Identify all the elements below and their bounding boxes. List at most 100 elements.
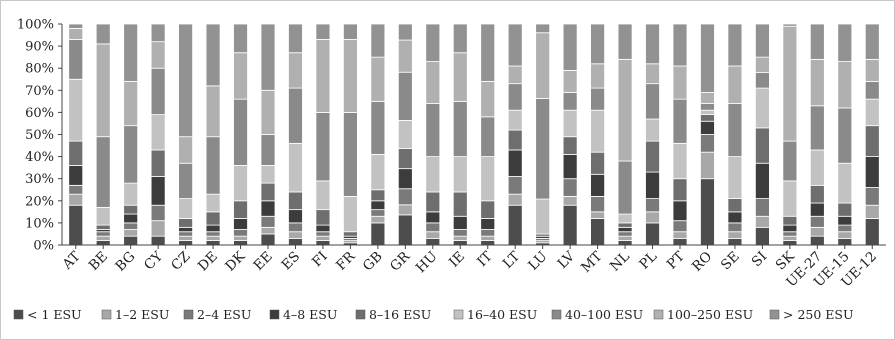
- legend-label: 100–250 ESU: [667, 307, 753, 322]
- legend-label: 8–16 ESU: [369, 307, 431, 322]
- bar-stack: [342, 23, 358, 246]
- bar-segment: [480, 218, 496, 230]
- y-tick-label: 0%: [33, 239, 54, 254]
- bar-segment: [68, 204, 84, 246]
- bar-segment: [700, 151, 715, 180]
- bar-stack: [260, 23, 276, 246]
- x-tick-label: SI: [749, 249, 771, 271]
- x-tick-label: GR: [387, 248, 414, 275]
- bar-segment: [809, 202, 825, 217]
- bar-segment: [562, 136, 578, 155]
- bar-segment: [755, 198, 770, 217]
- bar-segment: [425, 211, 441, 224]
- bar-segment: [205, 136, 221, 195]
- bar-segment: [123, 125, 139, 184]
- bar-segment: [233, 235, 248, 241]
- legend-item: > 250 ESU: [769, 307, 854, 322]
- bar-segment: [617, 231, 633, 237]
- y-tick-label: 70%: [25, 84, 54, 99]
- bar-segment: [178, 235, 194, 241]
- bar-segment: [755, 56, 770, 74]
- bar-segment: [864, 125, 880, 158]
- bar-stack: [755, 23, 770, 246]
- bar-segment: [507, 83, 523, 111]
- bar-segment: [837, 107, 853, 164]
- bar-segment: [507, 149, 523, 177]
- legend-swatch: [653, 309, 664, 320]
- bar-segment: [864, 98, 880, 127]
- bar-segment: [123, 229, 139, 237]
- legend-item: 1–2 ESU: [101, 307, 169, 322]
- bar-segment: [645, 211, 660, 224]
- bar-segment: [672, 23, 688, 67]
- bar-segment: [288, 191, 303, 211]
- bar-segment: [397, 39, 413, 73]
- bar-segment: [397, 204, 413, 216]
- bar-segment: [809, 149, 825, 186]
- bar-segment: [782, 215, 798, 226]
- bar-segment: [727, 198, 743, 213]
- bar-segment: [178, 198, 194, 219]
- bar-segment: [150, 204, 166, 222]
- x-tick-label: AT: [59, 249, 84, 274]
- bar-segment: [782, 23, 798, 27]
- bar-segment: [535, 23, 551, 34]
- x-tick-label: RO: [689, 249, 715, 275]
- bar-segment: [645, 222, 660, 246]
- bar-segment: [480, 229, 496, 237]
- bar-segment: [178, 231, 194, 237]
- bar-segment: [315, 23, 331, 40]
- bar-segment: [562, 195, 578, 206]
- bar-segment: [123, 204, 139, 215]
- bar-segment: [864, 58, 880, 82]
- bar-segment: [755, 87, 770, 129]
- bar-segment: [95, 240, 111, 246]
- bar-segment: [425, 222, 441, 233]
- legend-swatch: [183, 309, 194, 320]
- bar-segment: [700, 120, 715, 135]
- bar-segment: [864, 156, 880, 188]
- bar-segment: [178, 218, 194, 228]
- bar-segment: [260, 182, 276, 202]
- bar-segment: [370, 23, 386, 58]
- bar-segment: [342, 112, 358, 197]
- bar-segment: [370, 100, 386, 155]
- bar-segment: [233, 98, 248, 166]
- bar-segment: [397, 188, 413, 206]
- bar-segment: [672, 231, 688, 239]
- bar-segment: [233, 200, 248, 219]
- bar-segment: [782, 180, 798, 217]
- bar-stack: [123, 23, 139, 246]
- bar-segment: [425, 156, 441, 193]
- bar-segment: [590, 87, 605, 111]
- bar-segment: [562, 70, 578, 93]
- bar-segment: [68, 193, 84, 206]
- bar-stack: [480, 23, 496, 246]
- bar-segment: [452, 100, 468, 157]
- bar-segment: [480, 116, 496, 157]
- bar-segment: [233, 229, 248, 237]
- bar-stack: [205, 23, 221, 246]
- x-tick-label: MT: [578, 249, 605, 276]
- bar-stack: [782, 23, 798, 246]
- bar-segment: [260, 215, 276, 228]
- bar-stack: [809, 23, 825, 246]
- bar-segment: [370, 200, 386, 211]
- bar-segment: [150, 220, 166, 237]
- bar-segment: [205, 211, 221, 226]
- bar-segment: [590, 109, 605, 153]
- bar-segment: [452, 235, 468, 241]
- bar-segment: [809, 235, 825, 246]
- bar-segment: [205, 231, 221, 237]
- y-tick-label: 100%: [17, 18, 54, 33]
- x-tick-label: LT: [500, 249, 523, 272]
- bar-segment: [425, 191, 441, 213]
- bar-segment: [68, 23, 84, 29]
- bar-segment: [178, 240, 194, 246]
- bar-segment: [452, 240, 468, 246]
- y-tick-label: 80%: [25, 62, 54, 77]
- bar-segment: [425, 237, 441, 246]
- x-tick-label: FI: [309, 249, 331, 271]
